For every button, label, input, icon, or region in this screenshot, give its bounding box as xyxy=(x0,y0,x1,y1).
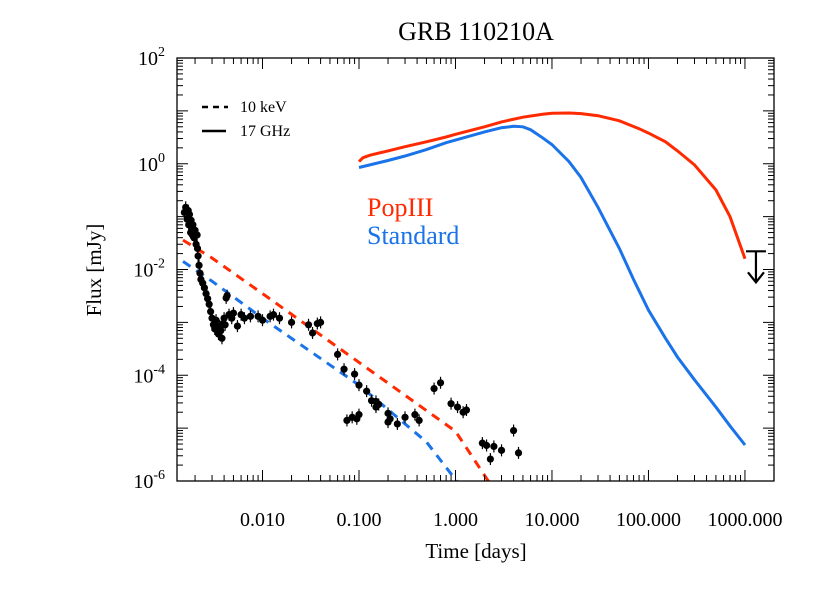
legend-label-17ghz: 17 GHz xyxy=(240,123,290,140)
x-tick-label: 0.010 xyxy=(240,509,285,531)
data-point xyxy=(490,442,498,451)
y-tick-label: 102 xyxy=(138,45,165,70)
series-line-popiii-17ghz xyxy=(357,111,747,260)
data-point xyxy=(436,379,445,387)
data-point xyxy=(509,426,518,435)
data-point xyxy=(193,244,202,253)
data-point xyxy=(343,416,351,424)
data-point xyxy=(367,397,376,405)
plot-layer xyxy=(180,111,766,481)
x-axis-label: Time [days] xyxy=(425,539,526,563)
legend-label-10kev: 10 keV xyxy=(240,99,287,116)
data-point xyxy=(229,309,238,317)
x-tick-label: 100.000 xyxy=(616,509,681,531)
data-point xyxy=(372,403,380,411)
data-point xyxy=(195,261,203,269)
legend: 10 keV 17 GHz xyxy=(202,99,290,140)
y-tick-label: 100 xyxy=(138,151,165,176)
tick-layer: 0.010 0.100 1.000 10.000 100.000 1000.000 10-6… xyxy=(133,45,782,531)
data-point xyxy=(205,300,213,308)
data-point xyxy=(340,365,348,373)
x-tick-label: 1.000 xyxy=(433,509,478,531)
upper-limit-arrowhead xyxy=(747,271,765,285)
data-point xyxy=(223,292,231,300)
data-point xyxy=(393,420,401,428)
y-tick-label: 10-2 xyxy=(133,257,165,282)
chart-title: GRB 110210A xyxy=(398,17,554,46)
data-point xyxy=(304,321,313,329)
data-point xyxy=(193,231,201,239)
data-point xyxy=(453,403,462,411)
y-axis-label: Flux [mJy] xyxy=(82,224,106,317)
series-line-standard-10kev xyxy=(182,260,459,481)
data-point xyxy=(258,316,267,324)
data-point xyxy=(486,455,494,463)
data-point xyxy=(350,370,359,378)
data-point xyxy=(316,318,325,326)
x-tick-label: 0.100 xyxy=(336,509,381,531)
series-line-standard-17ghz xyxy=(358,124,747,446)
data-point xyxy=(411,411,419,419)
x-tick-label: 10.000 xyxy=(524,509,579,531)
data-point xyxy=(355,381,363,389)
y-tick-exponent: -2 xyxy=(153,257,165,272)
data-point xyxy=(194,252,202,260)
y-tick-label: 10-4 xyxy=(133,362,165,387)
data-point xyxy=(221,321,229,329)
data-point xyxy=(401,413,409,421)
data-point xyxy=(333,350,342,358)
data-point xyxy=(447,400,455,408)
data-point xyxy=(246,312,255,320)
y-tick-exponent: 0 xyxy=(158,151,165,166)
data-point xyxy=(355,411,363,419)
popiii-label: PopIII xyxy=(367,193,433,222)
data-point xyxy=(275,314,284,322)
y-tick-label: 10-6 xyxy=(133,468,165,493)
data-point xyxy=(482,441,491,450)
data-point xyxy=(430,384,438,393)
data-point xyxy=(218,334,226,342)
y-tick-exponent: -6 xyxy=(153,468,165,483)
y-tick-exponent: 2 xyxy=(158,45,165,60)
data-point xyxy=(514,449,523,457)
data-point xyxy=(497,446,506,454)
x-tick-label: 1000.000 xyxy=(707,509,782,531)
data-point xyxy=(363,387,371,395)
data-point xyxy=(196,269,204,277)
plot-frame xyxy=(176,57,775,482)
data-point xyxy=(415,416,423,424)
data-point xyxy=(233,322,242,330)
data-point xyxy=(308,329,317,337)
data-point xyxy=(386,415,394,423)
data-point xyxy=(287,318,296,326)
data-point xyxy=(240,314,249,322)
data-point xyxy=(207,307,215,316)
data-point xyxy=(462,406,471,414)
y-tick-exponent: -4 xyxy=(153,362,165,377)
standard-label: Standard xyxy=(367,221,459,250)
data-point xyxy=(269,311,278,319)
series-line-popiii-10kev xyxy=(182,238,491,481)
